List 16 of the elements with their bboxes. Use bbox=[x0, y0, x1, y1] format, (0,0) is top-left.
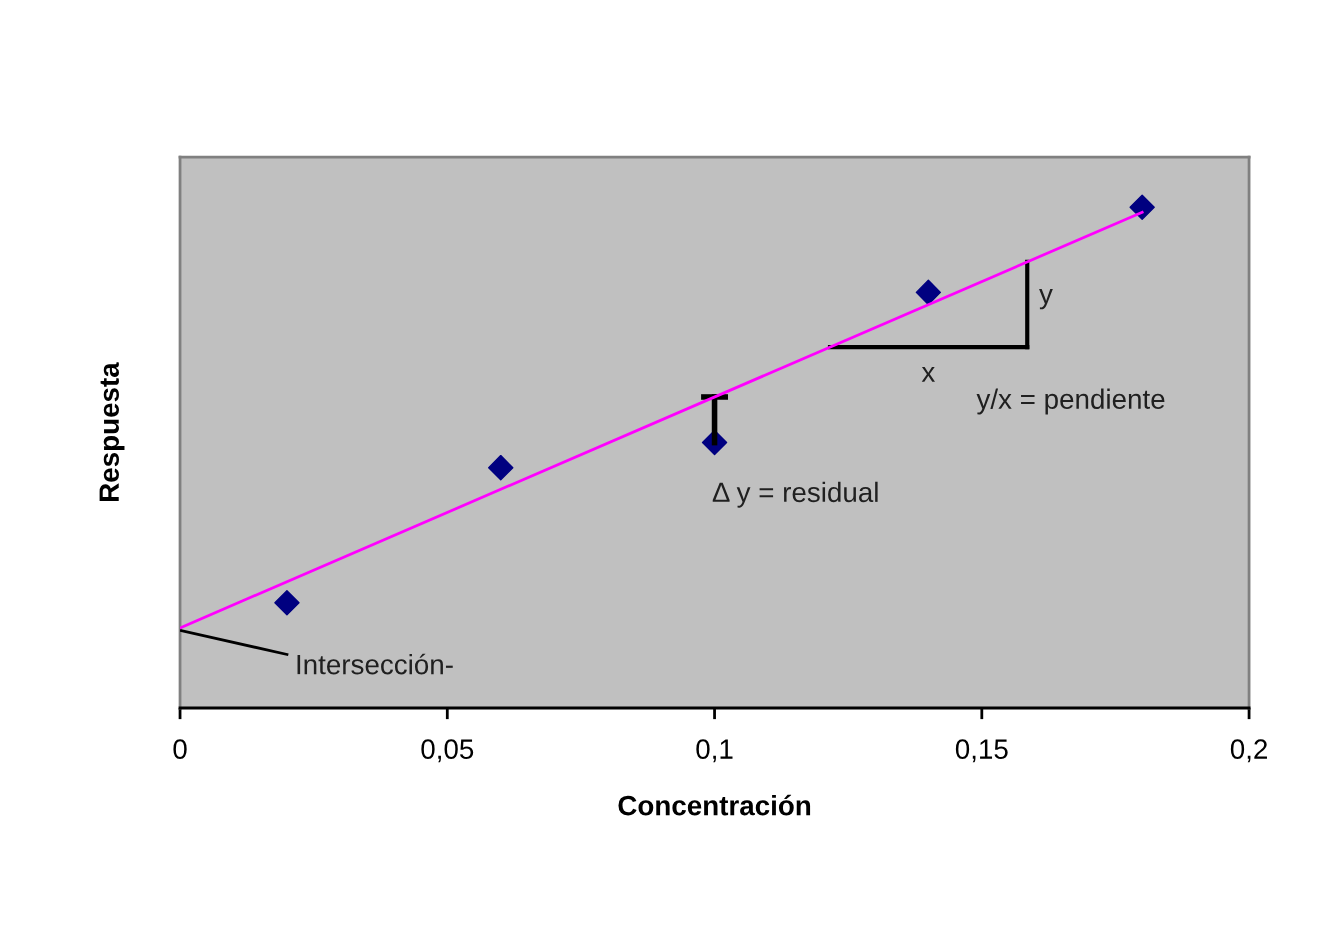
x-tick-label: 0 bbox=[173, 739, 187, 759]
x-tick-label: 0,2 bbox=[1230, 739, 1267, 763]
point bbox=[1129, 194, 1155, 220]
annotation: Δ y = residual bbox=[712, 481, 878, 508]
annotation: x bbox=[921, 367, 935, 382]
x-tick-label: 0,1 bbox=[696, 739, 733, 763]
point bbox=[488, 454, 514, 481]
annotation: Intersección- bbox=[297, 653, 453, 675]
y-axis-title: Respuesta bbox=[99, 362, 125, 501]
annotation: y bbox=[1039, 288, 1053, 310]
annotation: y/x = pendiente bbox=[976, 388, 1165, 415]
x-axis-title: Concentración bbox=[618, 794, 811, 816]
point bbox=[274, 590, 300, 616]
x-tick-label: 0,15 bbox=[955, 739, 1008, 763]
point bbox=[915, 279, 942, 306]
x-tick-label: 0,05 bbox=[421, 739, 474, 763]
